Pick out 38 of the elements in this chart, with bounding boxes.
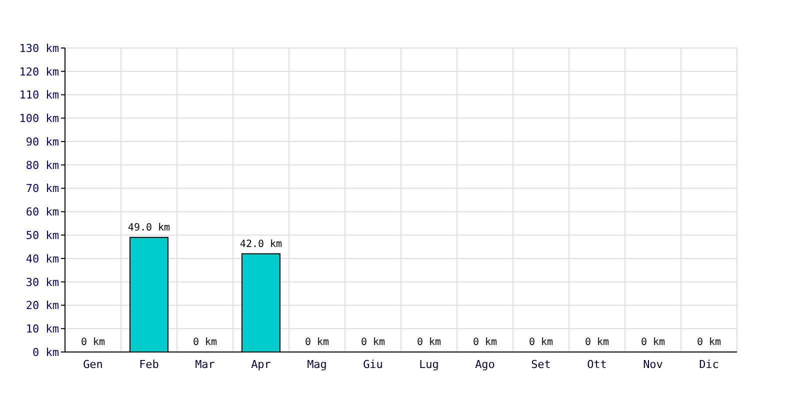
y-tick-label: 110 km: [19, 88, 60, 102]
x-tick-label: Ago: [475, 358, 495, 371]
data-label: 0 km: [416, 337, 442, 348]
x-tick-label: Mar: [195, 358, 216, 371]
data-label: 0 km: [528, 337, 554, 348]
data-label: 0 km: [192, 337, 218, 348]
x-tick-label: Apr: [251, 358, 272, 371]
y-tick-label: 60 km: [26, 206, 60, 219]
y-tick-label: 10 km: [26, 322, 60, 336]
data-label: 0 km: [696, 337, 722, 348]
x-tick-label: Set: [531, 358, 551, 371]
x-tick-label: Giu: [363, 358, 383, 371]
x-tick-label: Nov: [643, 358, 664, 371]
y-tick-label: 100 km: [19, 112, 60, 126]
y-tick-label: 80 km: [26, 158, 60, 172]
data-label: 0 km: [360, 337, 386, 348]
data-label: 0 km: [640, 337, 666, 348]
x-tick-label: Mag: [307, 358, 327, 371]
x-tick-label: Ott: [587, 358, 607, 371]
y-tick-label: 40 km: [26, 252, 60, 266]
y-tick-label: 30 km: [26, 276, 60, 289]
y-tick-label: 70 km: [26, 182, 60, 196]
x-tick-label: Feb: [139, 358, 159, 371]
y-tick-label: 120 km: [19, 65, 60, 78]
x-tick-label: Dic: [699, 358, 719, 371]
y-tick-label: 130 km: [19, 42, 60, 55]
y-tick-label: 50 km: [26, 228, 60, 242]
y-tick-label: 90 km: [26, 135, 60, 148]
data-label: 0 km: [80, 337, 106, 348]
data-label: 0 km: [584, 337, 610, 348]
data-label: 0 km: [472, 337, 498, 348]
data-label: 42.0 km: [240, 238, 282, 250]
y-tick-label: 20 km: [26, 299, 60, 312]
x-tick-label: Gen: [83, 358, 103, 371]
x-tick-label: Lug: [419, 358, 439, 371]
data-label: 0 km: [304, 337, 330, 348]
data-label: 49.0 km: [128, 222, 170, 234]
y-tick-label: 0 km: [32, 346, 60, 359]
